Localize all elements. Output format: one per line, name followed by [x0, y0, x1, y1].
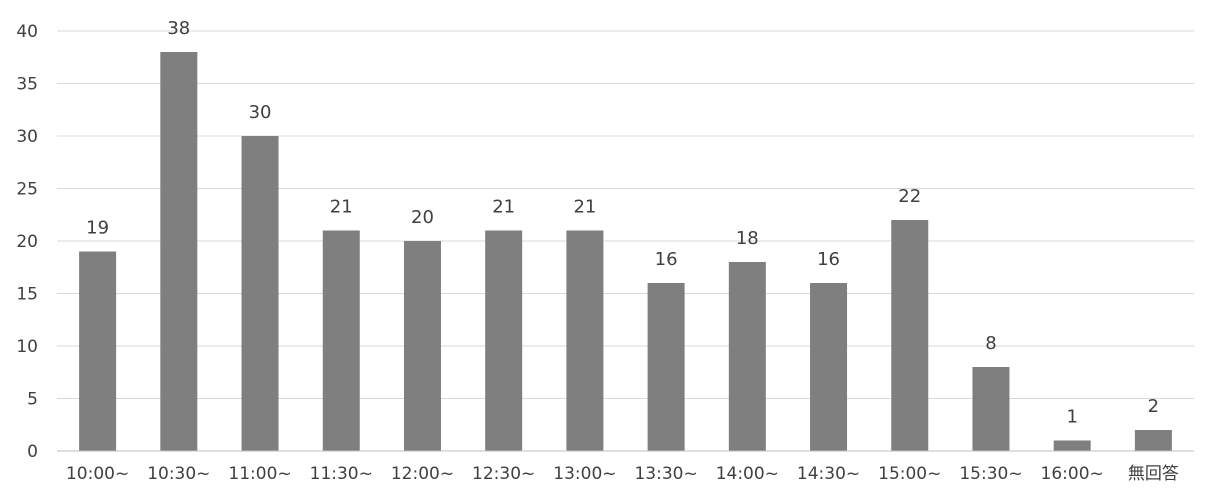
data-label: 8: [985, 333, 996, 354]
y-tick-label: 5: [27, 390, 38, 410]
x-tick-label: 15:00~: [878, 464, 941, 484]
x-tick-label: 14:00~: [716, 464, 779, 484]
x-tick-label: 14:30~: [797, 464, 860, 484]
data-label: 21: [330, 197, 353, 218]
bar: [160, 52, 197, 451]
gridlines: [57, 31, 1194, 399]
x-tick-label: 無回答: [1128, 464, 1179, 484]
data-label: 16: [817, 249, 840, 270]
x-tick-label: 12:00~: [391, 464, 454, 484]
y-tick-label: 35: [16, 75, 38, 95]
bar: [1054, 441, 1091, 452]
data-label: 16: [655, 249, 678, 270]
x-tick-label: 11:00~: [228, 464, 291, 484]
bars: [79, 52, 1172, 451]
bar: [891, 220, 928, 451]
bar: [729, 262, 766, 451]
data-label: 30: [249, 102, 272, 123]
x-tick-label: 10:30~: [147, 464, 210, 484]
x-tick-label: 12:30~: [472, 464, 535, 484]
bar: [79, 252, 116, 452]
data-label: 22: [898, 186, 921, 207]
data-label: 1: [1066, 407, 1077, 428]
bar: [810, 283, 847, 451]
data-label: 18: [736, 228, 759, 249]
data-label: 20: [411, 207, 434, 228]
data-label: 21: [573, 197, 596, 218]
y-tick-label: 0: [27, 442, 38, 462]
x-tick-label: 11:30~: [310, 464, 373, 484]
bar: [648, 283, 685, 451]
bar: [1135, 430, 1172, 451]
x-tick-label: 13:00~: [553, 464, 616, 484]
x-tick-label: 15:30~: [959, 464, 1022, 484]
x-axis-ticks: 10:00~ 10:30~ 11:00~ 11:30~ 12:00~ 12:30~ 13:0…: [66, 464, 1179, 484]
bar: [404, 241, 441, 451]
y-tick-label: 20: [16, 232, 38, 252]
x-tick-label: 10:00~: [66, 464, 129, 484]
data-label: 19: [86, 218, 109, 239]
data-label: 21: [492, 197, 515, 218]
y-tick-label: 30: [16, 127, 38, 147]
bar: [242, 136, 279, 451]
y-tick-label: 15: [16, 285, 38, 305]
data-label: 2: [1148, 396, 1159, 417]
x-tick-label: 16:00~: [1041, 464, 1104, 484]
y-axis-ticks: 0 5 10 15 20 25 30 35 40: [16, 22, 38, 462]
bar: [972, 367, 1009, 451]
bar: [566, 231, 603, 452]
data-label: 38: [167, 18, 190, 39]
y-tick-label: 25: [16, 180, 38, 200]
y-tick-label: 10: [16, 337, 38, 357]
bar: [323, 231, 360, 452]
x-tick-label: 13:30~: [634, 464, 697, 484]
y-tick-label: 40: [16, 22, 38, 42]
bar: [485, 231, 522, 452]
